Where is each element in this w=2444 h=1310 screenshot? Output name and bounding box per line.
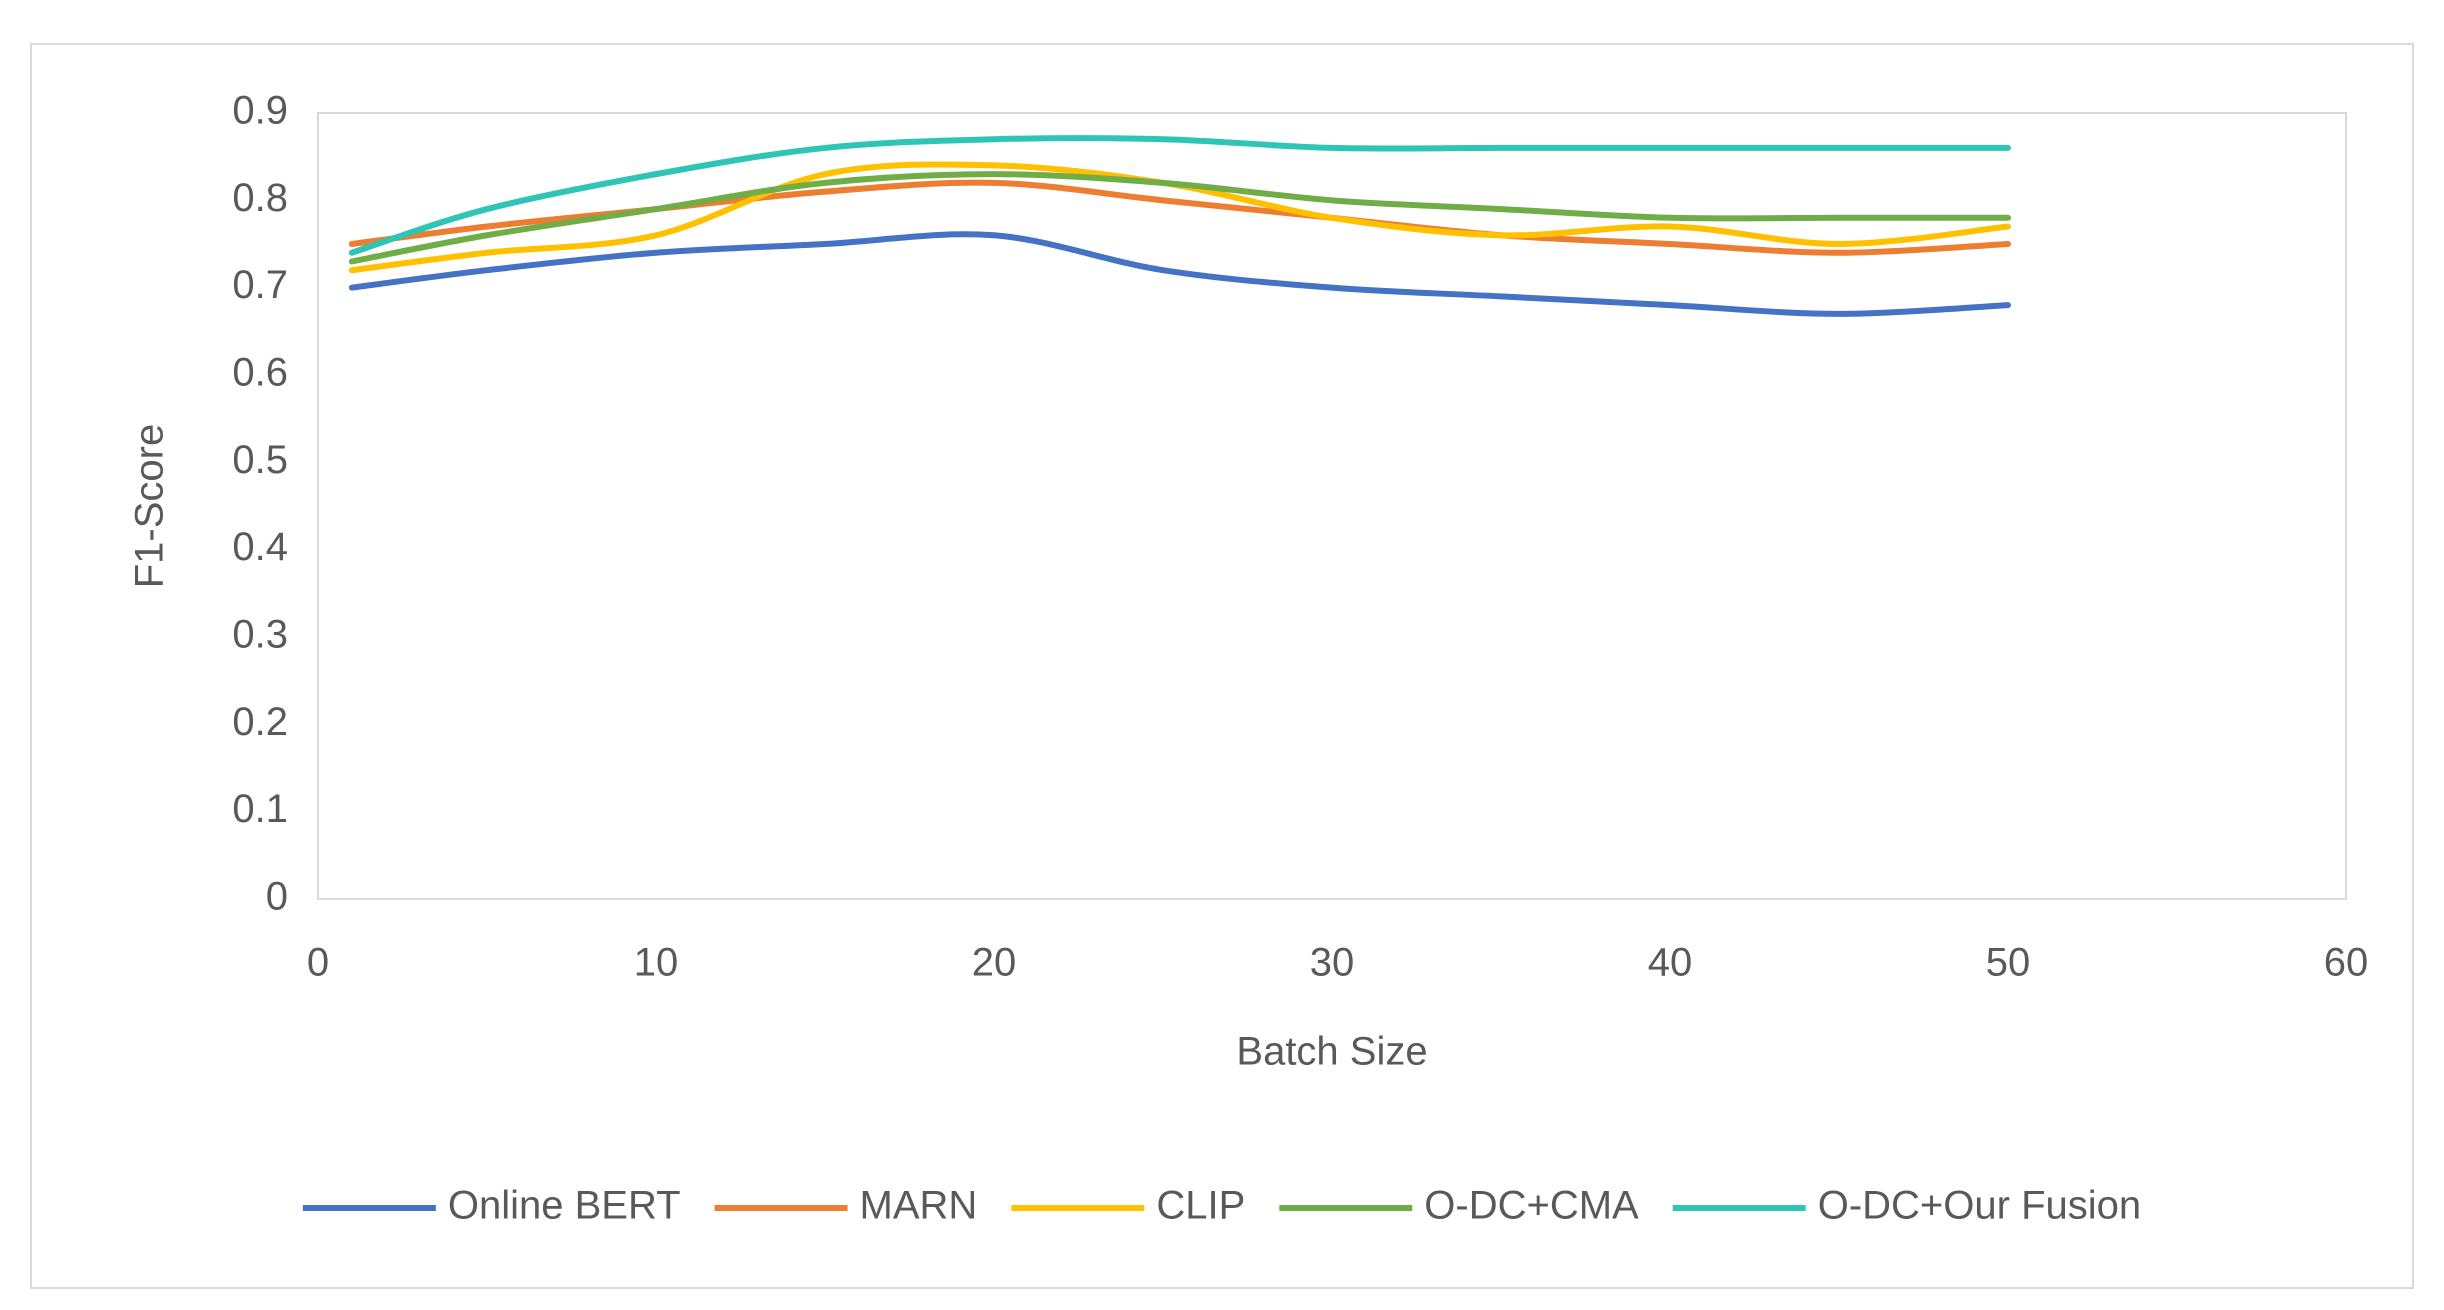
series-line (348, 171, 2011, 265)
y-axis-label: F1-Score (128, 424, 172, 589)
y-tick-label: 0.9 (232, 89, 288, 133)
y-tick-label: 0.2 (232, 700, 288, 744)
legend-label: CLIP (1156, 1184, 1245, 1228)
series-line (348, 231, 2011, 317)
y-tick-label: 0.1 (232, 787, 288, 831)
y-tick-label: 0.3 (232, 613, 288, 657)
x-tick-label: 40 (1648, 941, 1693, 985)
y-tick-label: 0.5 (232, 438, 288, 482)
legend-label: MARN (860, 1184, 978, 1228)
y-tick-label: 0.8 (232, 176, 288, 220)
y-tick-label: 0.4 (232, 525, 288, 569)
x-tick-label: 0 (307, 941, 329, 985)
y-tick-label: 0 (266, 875, 288, 919)
legend-label: Online BERT (448, 1184, 681, 1228)
series-line (348, 135, 2011, 256)
chart-border (30, 43, 2414, 1289)
x-axis-label: Batch Size (1236, 1030, 1427, 1074)
plot-frame (317, 112, 2347, 900)
legend-label: O-DC+CMA (1424, 1184, 1639, 1228)
y-tick-label: 0.6 (232, 351, 288, 395)
x-tick-label: 60 (2324, 941, 2369, 985)
x-tick-label: 20 (972, 941, 1017, 985)
y-tick-label: 0.7 (232, 263, 288, 307)
legend-label: O-DC+Our Fusion (1818, 1184, 2141, 1228)
x-tick-label: 50 (1986, 941, 2031, 985)
x-tick-label: 10 (634, 941, 679, 985)
x-tick-label: 30 (1310, 941, 1355, 985)
